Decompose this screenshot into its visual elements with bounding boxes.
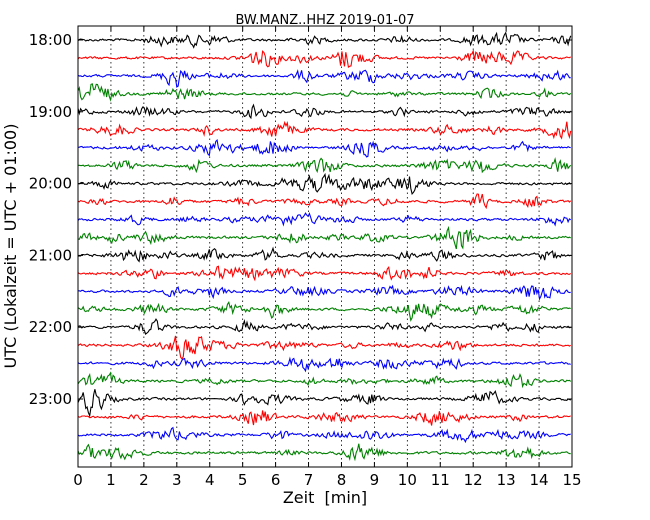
x-tick-label: 12 [464, 471, 483, 489]
y-tick-label: 20:00 [29, 175, 72, 193]
seismic-trace [77, 335, 571, 360]
x-tick-label: 1 [106, 471, 116, 489]
x-tick-label: 8 [337, 471, 347, 489]
seismic-trace [77, 48, 572, 69]
traces [77, 31, 572, 462]
y-tick-label: 19:00 [29, 103, 72, 121]
seismic-trace [77, 193, 572, 210]
x-tick-label: 9 [370, 471, 380, 489]
grid-lines [110, 26, 540, 467]
x-tick-label: 4 [205, 471, 215, 489]
seismic-trace [77, 120, 572, 140]
y-tick-label: 23:00 [29, 390, 72, 408]
y-axis-ticks: 18:00 19:00 20:00 21:00 22:00 23:00 [29, 31, 572, 408]
y-tick-label: 18:00 [29, 31, 72, 49]
seismic-trace [77, 443, 571, 462]
seismic-trace [77, 410, 571, 426]
y-tick-label: 22:00 [29, 318, 72, 336]
x-tick-label: 2 [139, 471, 149, 489]
seismic-trace [77, 318, 571, 335]
seismic-trace [77, 212, 572, 227]
seismic-trace [77, 138, 571, 158]
x-tick-label: 7 [304, 471, 314, 489]
x-tick-label: 13 [497, 471, 516, 489]
seismic-trace [77, 389, 571, 418]
x-tick-label: 3 [172, 471, 182, 489]
seismic-trace [77, 31, 572, 49]
seismic-trace [77, 371, 572, 389]
x-tick-label: 6 [271, 471, 281, 489]
x-axis-ticks: 0 1 2 3 4 5 6 7 8 9 10 11 12 13 14 15 [73, 26, 582, 489]
x-tick-label: 15 [562, 471, 581, 489]
x-tick-label: 0 [73, 471, 83, 489]
seismic-trace [77, 172, 572, 195]
x-tick-label: 14 [530, 471, 549, 489]
seismic-trace [77, 69, 571, 88]
seismic-trace [77, 356, 571, 373]
seismic-trace [77, 156, 572, 174]
seismic-trace [77, 300, 571, 322]
plot-frame [77, 25, 573, 468]
x-axis-label: Zeit [min] [283, 488, 367, 507]
x-tick-label: 10 [398, 471, 417, 489]
x-tick-label: 5 [238, 471, 248, 489]
y-axis-label: UTC (Lokalzeit = UTC + 01:00) [1, 124, 20, 369]
seismic-trace [77, 83, 572, 102]
seismic-trace [77, 426, 571, 444]
seismic-trace [77, 225, 571, 250]
seismic-trace [77, 246, 571, 263]
x-tick-label: 11 [431, 471, 450, 489]
seismic-trace [77, 103, 572, 120]
seismic-trace [77, 284, 571, 301]
seismic-trace [77, 265, 572, 282]
chart-title: BW.MANZ..HHZ 2019-01-07 [235, 13, 414, 28]
y-tick-label: 21:00 [29, 246, 72, 264]
